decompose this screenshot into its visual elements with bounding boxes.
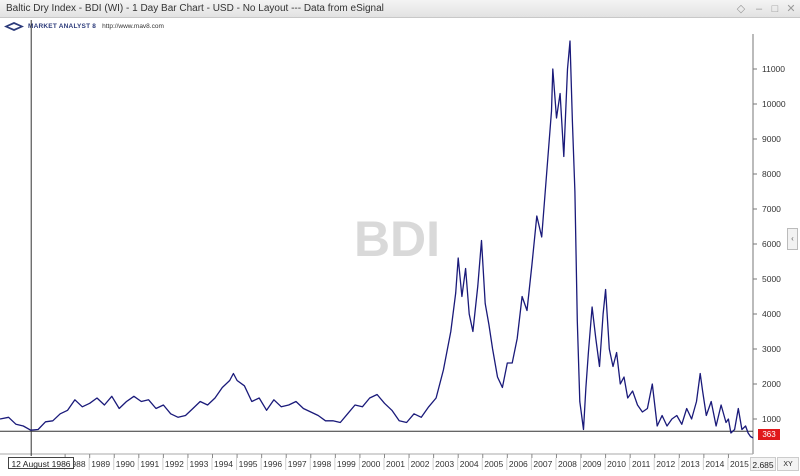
x-tick-label: 1996 [263, 459, 282, 469]
x-tick-label: 2002 [411, 459, 430, 469]
x-tick-label: 2006 [509, 459, 528, 469]
minimize-icon[interactable]: – [755, 3, 763, 15]
x-tick-label: 1990 [116, 459, 135, 469]
logo-url: http://www.mav8.com [102, 23, 164, 30]
corner-value: 2.685 [750, 457, 776, 471]
x-tick-label: 2007 [533, 459, 552, 469]
x-tick-label: 2015 [730, 459, 749, 469]
x-tick-label: 1995 [239, 459, 258, 469]
x-tick-label: 2003 [435, 459, 454, 469]
x-tick-label: 2001 [386, 459, 405, 469]
y-tick-label: 3000 [762, 344, 781, 354]
x-tick-label: 1991 [140, 459, 159, 469]
x-tick-label: 1992 [165, 459, 184, 469]
window-title: Baltic Dry Index - BDI (WI) - 1 Day Bar … [6, 3, 384, 14]
y-tick-label: 7000 [762, 204, 781, 214]
y-tick-label: 5000 [762, 274, 781, 284]
x-tick-label: 1994 [214, 459, 233, 469]
diamond-icon[interactable]: ◇ [736, 3, 746, 15]
x-tick-label: 2008 [558, 459, 577, 469]
window-titlebar: Baltic Dry Index - BDI (WI) - 1 Day Bar … [0, 0, 800, 18]
y-tick-label: 8000 [762, 169, 781, 179]
collapse-panel-icon[interactable]: ‹ [787, 228, 798, 250]
x-tick-label: 1999 [337, 459, 356, 469]
x-tick-label: 2004 [460, 459, 479, 469]
x-tick-label: 2014 [705, 459, 724, 469]
y-tick-label: 10000 [762, 99, 786, 109]
maximize-icon[interactable]: □ [771, 3, 779, 15]
logo-brand: MARKET ANALYST 8 [28, 23, 97, 30]
xy-mode-button[interactable]: XY [777, 457, 799, 471]
x-tick-label: 1988 [67, 459, 86, 469]
y-tick-label: 11000 [762, 64, 785, 74]
bdi-series-line [0, 40, 754, 439]
x-tick-label: 2005 [484, 459, 503, 469]
y-tick-label: 9000 [762, 134, 781, 144]
x-tick-label: 1989 [91, 459, 110, 469]
x-tick-label: 2009 [583, 459, 602, 469]
market-analyst-logo: MARKET ANALYST 8 http://www.mav8.com [3, 20, 164, 33]
x-tick-label: 2011 [632, 459, 651, 469]
y-tick-label: 6000 [762, 239, 781, 249]
y-tick-label: 1000 [762, 414, 781, 424]
y-tick-label: 2000 [762, 379, 781, 389]
x-tick-label: 2013 [681, 459, 700, 469]
time-axis: 1988 1989 1990 1991 1992 1993 1994 1995 1996 1997… [64, 454, 749, 470]
close-icon[interactable]: ✕ [786, 3, 796, 15]
chart-watermark: BDI [354, 211, 440, 267]
y-tick-label: 4000 [762, 309, 781, 319]
price-axis: 1000 2000 3000 4000 5000 6000 7000 8000 9000 1000… [753, 64, 786, 424]
market-analyst-logo-icon [4, 22, 24, 31]
x-tick-label: 1997 [288, 459, 307, 469]
x-tick-label: 1998 [312, 459, 331, 469]
x-tick-label: 2000 [361, 459, 380, 469]
x-tick-label: 1993 [189, 459, 208, 469]
x-tick-label: 2010 [607, 459, 626, 469]
x-tick-label: 2012 [656, 459, 675, 469]
crosshair-date-label: 12 August 1986 [8, 457, 74, 469]
last-price-badge: 363 [758, 429, 780, 440]
